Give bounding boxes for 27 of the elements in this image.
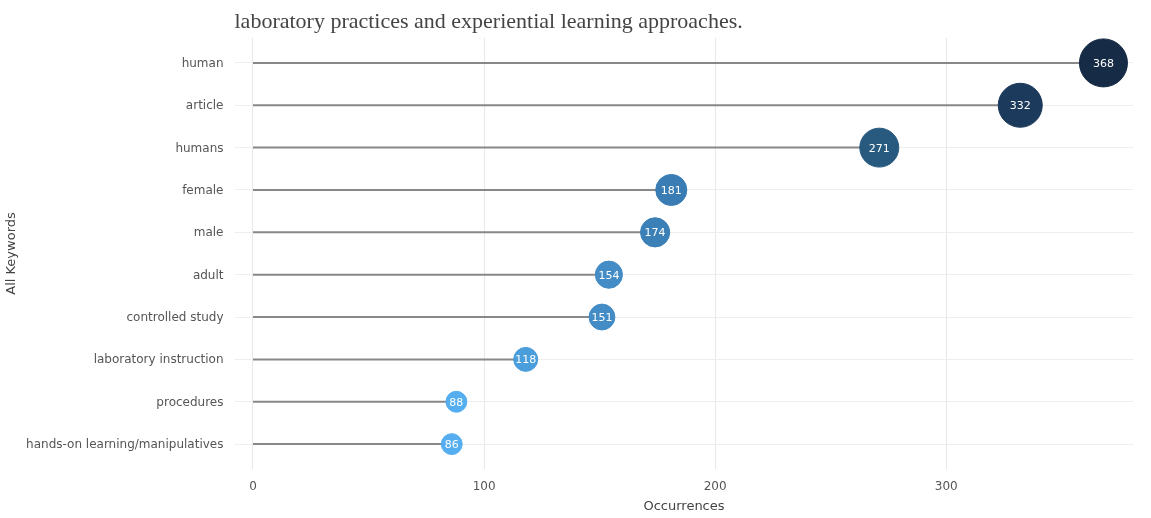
- data-label: 174: [644, 226, 666, 240]
- y-tick-label: male: [193, 225, 224, 240]
- y-tick-label: laboratory instruction: [93, 352, 224, 367]
- text: laboratory practices and experiential learning approaches.: [234, 7, 743, 33]
- y-tick-label: hands-on learning/manipulatives: [26, 437, 224, 452]
- y-tick-label: female: [182, 182, 224, 197]
- y-axis-title: All Keywords: [3, 212, 19, 295]
- y-tick-label: humans: [175, 140, 224, 155]
- data-label: 88: [449, 395, 464, 409]
- y-tick-label: human: [181, 55, 224, 70]
- y-tick-label: controlled study: [126, 310, 224, 325]
- x-tick-label: 0: [249, 478, 257, 493]
- data-label: 154: [598, 268, 620, 282]
- y-tick-label: adult: [192, 267, 224, 282]
- data-label: 118: [515, 353, 537, 367]
- data-label: 332: [1009, 99, 1031, 113]
- x-axis-title: Occurrences: [643, 497, 725, 513]
- y-tick-label: article: [185, 98, 224, 113]
- x-tick-label: 200: [703, 478, 727, 493]
- x-tick-label: 100: [472, 478, 496, 493]
- data-label: 151: [591, 311, 613, 325]
- x-tick-label: 300: [934, 478, 958, 493]
- data-label: 271: [868, 141, 890, 155]
- data-label: 86: [444, 438, 459, 452]
- data-label: 181: [660, 183, 682, 197]
- y-tick-label: procedures: [156, 394, 224, 409]
- data-label: 368: [1092, 56, 1114, 70]
